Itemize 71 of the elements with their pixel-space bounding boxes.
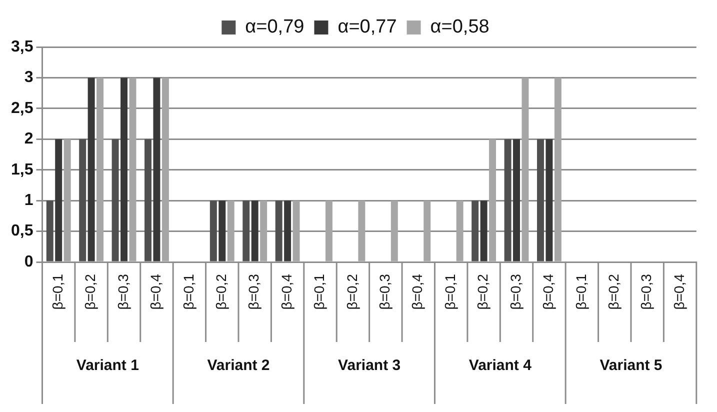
y-tick-label: 1,5 — [10, 161, 34, 178]
x-tick-label: β=0,2 — [474, 274, 491, 310]
text: Variant 5 — [600, 357, 662, 374]
bar — [456, 200, 464, 262]
y-tick-label: 2,5 — [10, 100, 34, 117]
bar — [358, 200, 366, 262]
bar — [390, 200, 398, 262]
x-tick-label: β=0,3 — [507, 274, 524, 310]
text: Variant 4 — [468, 357, 532, 374]
legend-label: α=0,58 — [430, 16, 490, 38]
bar — [162, 78, 169, 262]
bar — [260, 200, 268, 262]
y-tick-label: 3 — [24, 69, 34, 86]
bar — [153, 78, 160, 262]
y-tick-label: 3,5 — [10, 38, 34, 56]
x-tick-label: β=0,2 — [605, 274, 622, 310]
bar — [251, 200, 258, 262]
bar — [218, 200, 226, 262]
text: Variant 1 — [76, 357, 139, 374]
x-tick-label: β=0,1 — [49, 274, 66, 310]
bar — [242, 200, 250, 262]
x-tick-label: β=0,4 — [409, 274, 426, 310]
x-tick-label: β=0,3 — [638, 274, 654, 310]
x-tick-label: β=0,3 — [114, 274, 131, 310]
bar — [46, 200, 54, 262]
x-tick-label: β=0,4 — [278, 274, 294, 310]
bar — [210, 200, 217, 262]
bar — [292, 200, 300, 262]
x-tick-label: β=0,2 — [212, 274, 229, 310]
bar — [129, 78, 136, 262]
bar — [79, 139, 86, 262]
bar — [504, 139, 512, 262]
x-tick-label: β=0,2 — [344, 274, 360, 310]
bar — [537, 139, 544, 262]
x-tick-label: β=0,3 — [376, 274, 393, 310]
x-tick-label: β=0,1 — [442, 274, 458, 310]
bar — [546, 139, 553, 262]
bar — [284, 200, 292, 262]
bar — [120, 78, 128, 262]
bar — [96, 78, 104, 262]
bar — [424, 200, 431, 262]
text: Variant 2 — [207, 357, 270, 374]
y-tick-label: 0 — [24, 253, 34, 270]
x-tick-label: β=0,2 — [82, 274, 98, 310]
bar — [489, 139, 496, 262]
y-tick-label: 2 — [24, 130, 34, 148]
bar — [522, 78, 529, 262]
x-tick-label: β=0,1 — [180, 274, 196, 310]
x-tick-label: β=0,3 — [246, 274, 262, 310]
legend-label: α=0,77 — [338, 16, 397, 38]
bar — [554, 78, 562, 262]
bar — [55, 139, 62, 262]
bar — [472, 200, 479, 262]
text: Variant 3 — [338, 357, 401, 374]
bar — [112, 139, 119, 262]
x-tick-label: β=0,4 — [148, 274, 164, 310]
x-tick-label: β=0,1 — [311, 274, 328, 310]
bar — [325, 200, 332, 262]
bar — [275, 200, 282, 262]
bar — [480, 200, 488, 262]
bar — [144, 139, 152, 262]
legend-label: α=0,79 — [245, 16, 304, 38]
x-tick-label: β=0,4 — [670, 274, 687, 310]
x-tick-label: β=0,4 — [540, 274, 556, 310]
bar — [88, 78, 95, 262]
y-tick-label: 1 — [24, 192, 34, 209]
x-tick-label: β=0,1 — [572, 274, 589, 310]
y-tick-label: 0,5 — [10, 222, 34, 240]
bar — [227, 200, 234, 262]
bar — [513, 139, 520, 262]
bar — [64, 139, 71, 262]
